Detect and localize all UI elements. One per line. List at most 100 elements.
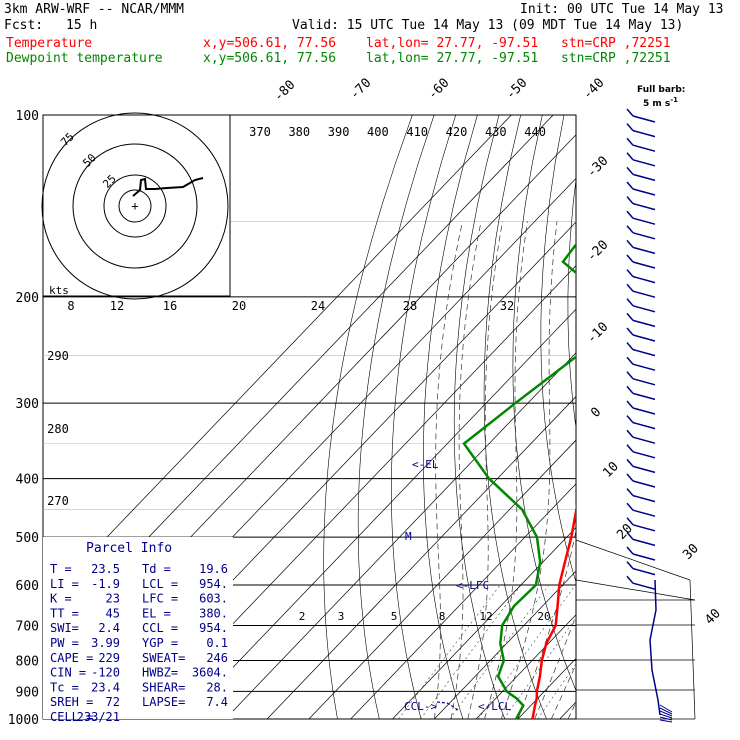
wind-barb	[626, 444, 656, 459]
wind-barb-staff	[632, 348, 656, 357]
wind-barb-staff	[632, 524, 656, 532]
wind-barb-staff	[632, 378, 656, 386]
wind-barb-low-level	[659, 710, 673, 717]
wind-barb-staff	[632, 290, 656, 298]
parcel-value: 72	[106, 695, 120, 709]
parcel-key: CAPE =	[50, 651, 93, 665]
isotherm-0	[434, 570, 576, 719]
wind-barb-staff	[632, 202, 656, 211]
annotation-lfc: <-LFC	[456, 579, 489, 592]
wind-barb-flag	[626, 166, 634, 175]
isotherm--70	[141, 265, 576, 719]
pressure-label-400: 400	[16, 473, 39, 488]
wind-barb-flag	[626, 444, 634, 453]
wind-barb	[626, 152, 656, 167]
parcel-value: 19.6	[199, 562, 228, 576]
wind-barb-staff	[632, 509, 656, 517]
pressure-label-700: 700	[16, 619, 39, 634]
mixing-ratio-label-8: 8	[439, 610, 446, 623]
speed-axis-label-8: 8	[67, 299, 74, 313]
isotherm-label--20: -20	[584, 238, 611, 265]
forecast-label: Fcst:	[4, 18, 44, 33]
wind-barb-flag	[626, 561, 634, 570]
theta-label-370: 370	[249, 125, 271, 139]
parcel-info-title: Parcel Info	[86, 541, 172, 556]
wind-barb-staff	[632, 305, 656, 313]
wind-barb	[626, 123, 656, 138]
parcel-value: 246	[206, 651, 228, 665]
theta-label-380: 380	[288, 125, 310, 139]
theta-label-400: 400	[367, 125, 389, 139]
speed-axis-label-32: 32	[500, 299, 514, 313]
parcel-value: 23.4	[91, 680, 120, 694]
speed-axis-label-24: 24	[311, 299, 325, 313]
parcel-value: 380.	[199, 606, 228, 620]
wind-barb-staff	[632, 159, 656, 167]
wind-barb-flag	[626, 327, 634, 336]
wind-barb-flag	[626, 137, 634, 146]
speed-axis-label-28: 28	[403, 299, 417, 313]
wind-barb-staff	[632, 115, 656, 123]
wind-barb-low-level	[659, 704, 673, 713]
wind-barb-staff	[632, 407, 656, 415]
wind-barb	[626, 356, 656, 371]
isotherm-label--70: -70	[347, 76, 374, 103]
wind-barb-staff	[632, 232, 656, 240]
dewpoint-latlon: lat,lon= 27.77, -97.51	[366, 51, 539, 66]
parcel-key: PW =	[50, 636, 79, 650]
isotherm-label-30: 30	[680, 541, 702, 563]
dry-adiabat-260	[357, 115, 435, 719]
pressure-label-800: 800	[16, 654, 39, 669]
wind-barb-staff	[632, 392, 656, 401]
mixing-ratio-12	[503, 617, 576, 719]
moist-adiabat-0	[433, 221, 463, 719]
wind-barb	[626, 298, 656, 313]
wind-barb	[626, 181, 656, 196]
pressure-label-500: 500	[16, 531, 39, 546]
parcel-key: SWI=	[50, 621, 79, 635]
theta-label-440: 440	[524, 125, 546, 139]
parcel-value: 233/21	[77, 710, 120, 724]
parcel-value: 954.	[199, 621, 228, 635]
hodograph-ring-75	[41, 112, 229, 300]
wind-barb-low-level	[659, 707, 673, 715]
dry-adiabat-300	[483, 115, 547, 719]
wind-barb-flag	[626, 342, 634, 351]
isotherm-30	[559, 701, 576, 719]
mixing-ratio-label-5: 5	[391, 610, 398, 623]
wind-barb-staff	[632, 553, 656, 561]
wind-barb-staff	[632, 188, 656, 196]
isotherm--50	[225, 352, 576, 719]
isotherm-label-0: 0	[588, 405, 604, 421]
wind-barb	[626, 400, 656, 415]
wind-barb-flag	[626, 546, 634, 555]
dry-adiabat-310	[512, 115, 576, 692]
wind-barb-flag	[626, 371, 634, 380]
barb-legend-title: Full barb:	[637, 85, 686, 95]
hodograph-trace	[132, 177, 204, 197]
speed-axis-label-16: 16	[163, 299, 177, 313]
parcel-value: 7.4	[206, 695, 228, 709]
wind-barb	[626, 385, 656, 401]
dry-adiabat-290	[453, 115, 505, 719]
isotherm--20	[350, 483, 576, 719]
wind-barb-low-level	[659, 719, 673, 723]
model-title: 3km ARW-WRF -- NCAR/MMM	[4, 2, 185, 17]
isotherm--120	[43, 115, 512, 605]
wind-barb-staff	[632, 246, 656, 255]
isotherm-label-40: 40	[702, 606, 724, 628]
right-isotherm-40	[575, 579, 696, 601]
parcel-key: SWEAT=	[142, 651, 185, 665]
parcel-trace	[436, 701, 459, 711]
parcel-value: 0.1	[206, 636, 228, 650]
hodograph-units: kts	[49, 284, 69, 297]
moist-adiabat-24	[534, 614, 576, 719]
wind-barb-staff	[632, 217, 656, 225]
valid-time: Valid: 15 UTC Tue 14 May 13 (09 MDT Tue …	[292, 18, 684, 33]
parcel-key: LAPSE=	[142, 695, 185, 709]
wind-barb-staff	[632, 421, 656, 430]
parcel-key: YGP =	[142, 636, 178, 650]
right-frame-edge	[689, 579, 696, 720]
pressure-label-100: 100	[16, 109, 39, 124]
